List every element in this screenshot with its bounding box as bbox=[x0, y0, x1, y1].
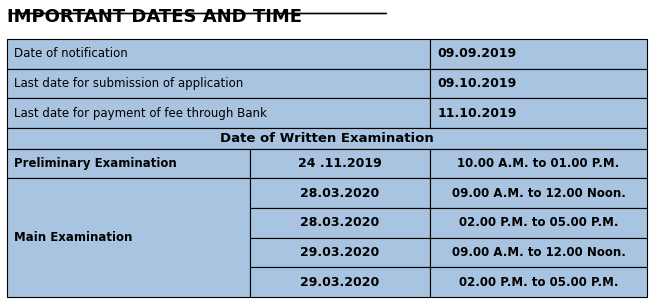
Text: Date of Written Examination: Date of Written Examination bbox=[220, 132, 434, 145]
Bar bbox=[250, 208, 430, 238]
Text: 24 .11.2019: 24 .11.2019 bbox=[298, 157, 382, 170]
Bar bbox=[7, 178, 250, 297]
Text: 10.00 A.M. to 01.00 P.M.: 10.00 A.M. to 01.00 P.M. bbox=[457, 157, 619, 170]
Bar bbox=[250, 178, 430, 208]
Text: 29.03.2020: 29.03.2020 bbox=[300, 246, 379, 259]
Text: Preliminary Examination: Preliminary Examination bbox=[14, 157, 177, 170]
Text: 28.03.2020: 28.03.2020 bbox=[300, 187, 379, 200]
Text: 09.09.2019: 09.09.2019 bbox=[438, 47, 517, 60]
Text: 09.00 A.M. to 12.00 Noon.: 09.00 A.M. to 12.00 Noon. bbox=[451, 187, 625, 200]
Text: 02.00 P.M. to 05.00 P.M.: 02.00 P.M. to 05.00 P.M. bbox=[458, 216, 618, 230]
Bar bbox=[430, 238, 647, 267]
Bar bbox=[7, 128, 647, 149]
Text: Date of notification: Date of notification bbox=[14, 47, 128, 60]
Text: 28.03.2020: 28.03.2020 bbox=[300, 216, 379, 230]
Bar bbox=[430, 69, 647, 98]
Bar bbox=[250, 149, 430, 178]
Text: 09.00 A.M. to 12.00 Noon.: 09.00 A.M. to 12.00 Noon. bbox=[451, 246, 625, 259]
Bar bbox=[7, 69, 430, 98]
Text: 09.10.2019: 09.10.2019 bbox=[438, 77, 517, 90]
Bar bbox=[7, 39, 430, 69]
Bar bbox=[430, 267, 647, 297]
Text: IMPORTANT DATES AND TIME: IMPORTANT DATES AND TIME bbox=[7, 8, 301, 26]
Text: Main Examination: Main Examination bbox=[14, 231, 133, 244]
Text: Last date for submission of application: Last date for submission of application bbox=[14, 77, 244, 90]
Text: 11.10.2019: 11.10.2019 bbox=[438, 106, 517, 120]
Text: 02.00 P.M. to 05.00 P.M.: 02.00 P.M. to 05.00 P.M. bbox=[458, 276, 618, 289]
Bar bbox=[7, 149, 250, 178]
Bar bbox=[430, 98, 647, 128]
Bar bbox=[7, 98, 430, 128]
Bar bbox=[430, 178, 647, 208]
Text: Last date for payment of fee through Bank: Last date for payment of fee through Ban… bbox=[14, 106, 267, 120]
Text: 29.03.2020: 29.03.2020 bbox=[300, 276, 379, 289]
Bar bbox=[250, 238, 430, 267]
Bar bbox=[430, 39, 647, 69]
Bar bbox=[430, 149, 647, 178]
Bar bbox=[430, 208, 647, 238]
Bar bbox=[250, 267, 430, 297]
